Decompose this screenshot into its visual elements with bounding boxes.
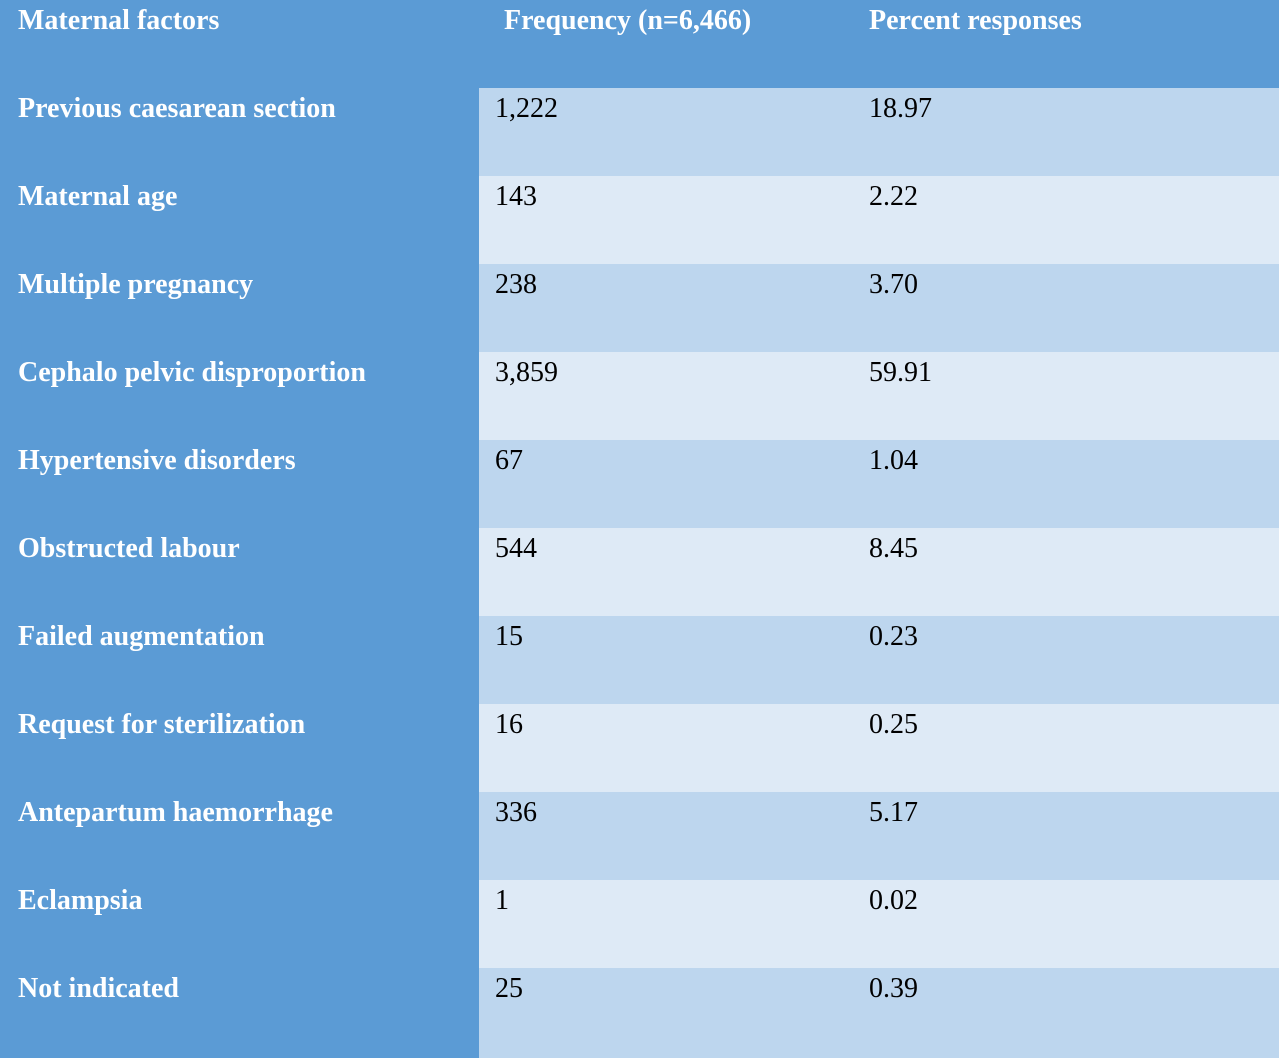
table-row: Failed augmentation 15 0.23 — [0, 616, 1279, 704]
row-frequency-value: 238 — [479, 264, 851, 352]
row-frequency-value: 25 — [479, 968, 851, 1058]
table-row: Hypertensive disorders 67 1.04 — [0, 440, 1279, 528]
row-percent-value: 59.91 — [851, 352, 1279, 440]
row-percent-value: 5.17 — [851, 792, 1279, 880]
header-maternal-factors: Maternal factors — [0, 0, 479, 88]
header-percent-responses: Percent responses — [851, 0, 1279, 88]
row-percent-value: 18.97 — [851, 88, 1279, 176]
row-percent-value: 1.04 — [851, 440, 1279, 528]
table-row: Antepartum haemorrhage 336 5.17 — [0, 792, 1279, 880]
row-percent-value: 0.25 — [851, 704, 1279, 792]
table-row: Multiple pregnancy 238 3.70 — [0, 264, 1279, 352]
row-factor-label: Not indicated — [0, 968, 479, 1058]
row-factor-label: Maternal age — [0, 176, 479, 264]
row-factor-label: Cephalo pelvic disproportion — [0, 352, 479, 440]
row-frequency-value: 336 — [479, 792, 851, 880]
row-percent-value: 2.22 — [851, 176, 1279, 264]
row-frequency-value: 67 — [479, 440, 851, 528]
table-body: Previous caesarean section 1,222 18.97 M… — [0, 88, 1279, 1058]
row-percent-value: 0.39 — [851, 968, 1279, 1058]
header-frequency: Frequency (n=6,466) — [479, 0, 851, 88]
table-row: Maternal age 143 2.22 — [0, 176, 1279, 264]
row-frequency-value: 1,222 — [479, 88, 851, 176]
table-header: Maternal factors Frequency (n=6,466) Per… — [0, 0, 1279, 88]
table-row: Previous caesarean section 1,222 18.97 — [0, 88, 1279, 176]
row-factor-label: Antepartum haemorrhage — [0, 792, 479, 880]
table-row: Request for sterilization 16 0.25 — [0, 704, 1279, 792]
row-frequency-value: 16 — [479, 704, 851, 792]
header-row: Maternal factors Frequency (n=6,466) Per… — [0, 0, 1279, 88]
row-percent-value: 0.23 — [851, 616, 1279, 704]
table-row: Cephalo pelvic disproportion 3,859 59.91 — [0, 352, 1279, 440]
row-factor-label: Multiple pregnancy — [0, 264, 479, 352]
row-factor-label: Obstructed labour — [0, 528, 479, 616]
row-factor-label: Request for sterilization — [0, 704, 479, 792]
row-frequency-value: 544 — [479, 528, 851, 616]
row-frequency-value: 3,859 — [479, 352, 851, 440]
row-factor-label: Previous caesarean section — [0, 88, 479, 176]
row-frequency-value: 143 — [479, 176, 851, 264]
row-factor-label: Failed augmentation — [0, 616, 479, 704]
row-factor-label: Hypertensive disorders — [0, 440, 479, 528]
table-row: Obstructed labour 544 8.45 — [0, 528, 1279, 616]
row-percent-value: 0.02 — [851, 880, 1279, 968]
row-percent-value: 8.45 — [851, 528, 1279, 616]
row-frequency-value: 15 — [479, 616, 851, 704]
row-percent-value: 3.70 — [851, 264, 1279, 352]
row-frequency-value: 1 — [479, 880, 851, 968]
table-row: Not indicated 25 0.39 — [0, 968, 1279, 1058]
table-row: Eclampsia 1 0.02 — [0, 880, 1279, 968]
row-factor-label: Eclampsia — [0, 880, 479, 968]
